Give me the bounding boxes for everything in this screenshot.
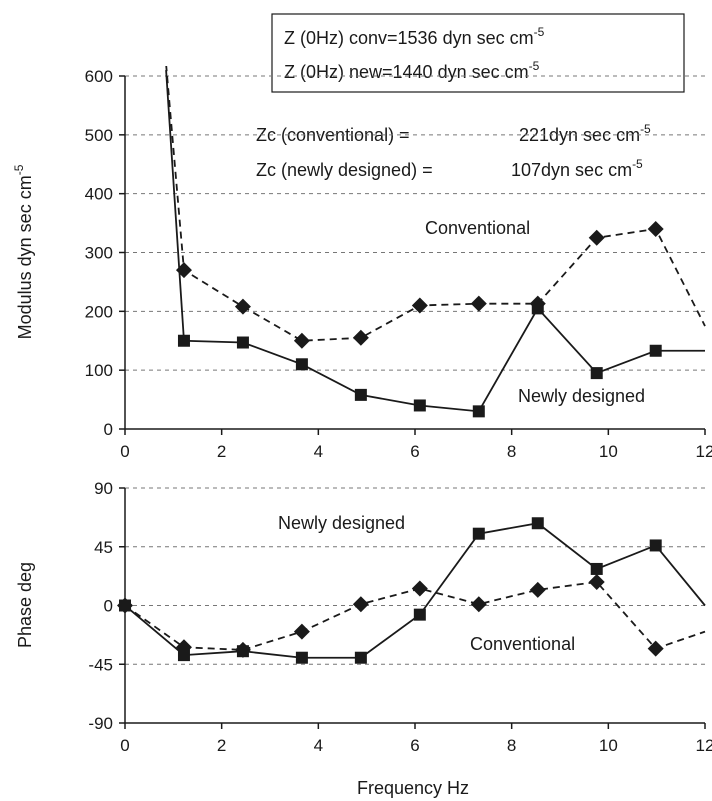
bottom-conventional-label: Conventional (470, 634, 575, 654)
phase-y-tick-label: 90 (94, 479, 113, 498)
modulus-newly-designed-point (413, 399, 426, 412)
modulus-conventional-point (647, 220, 664, 237)
modulus-x-tick-label: 8 (507, 442, 516, 461)
modulus-panel: 0 100 200 300 400 500 600 0 2 4 6 8 10 12 (85, 66, 712, 461)
frequency-x-axis-title: Frequency Hz (357, 778, 469, 798)
modulus-conventional-point (352, 329, 369, 346)
bottom-newly-label: Newly designed (278, 513, 405, 533)
phase-x-tick-label: 6 (410, 736, 419, 755)
phase-x-tick-label: 4 (314, 736, 323, 755)
modulus-x-tick-label: 10 (599, 442, 618, 461)
modulus-newly-designed-point (472, 405, 485, 418)
phase-newly-designed-point (590, 562, 603, 575)
modulus-newly-designed-point (531, 302, 544, 315)
phase-newly-designed-point (354, 651, 367, 664)
modulus-series-group (165, 66, 706, 418)
top-newly-label: Newly designed (518, 386, 645, 406)
zero-hz-legend-box (271, 13, 685, 93)
phase-newly-designed-point (472, 527, 485, 540)
modulus-x-tick-label: 2 (217, 442, 226, 461)
modulus-y-tick-label: 100 (85, 361, 113, 380)
zc-conventional-value: 221dyn sec cm-5 (519, 122, 651, 145)
phase-conventional-point (411, 580, 428, 597)
zc-newly-label: Zc (newly designed) = (256, 160, 433, 180)
modulus-y-tick-label: 0 (104, 420, 113, 439)
phase-y-tick-label: -90 (88, 714, 113, 733)
phase-conventional-point (175, 639, 192, 656)
phase-newly-designed-point (531, 517, 544, 530)
modulus-conventional-line (165, 66, 706, 342)
modulus-newly-designed-line (165, 70, 705, 413)
modulus-x-tick-label: 6 (410, 442, 419, 461)
modulus-newly-designed-point (236, 336, 249, 349)
phase-conventional-point (234, 641, 251, 658)
modulus-newly-designed-point (354, 388, 367, 401)
modulus-x-tick-label: 0 (120, 442, 129, 461)
phase-newly-designed-point (295, 651, 308, 664)
phase-panel: -90 -45 0 45 90 0 2 4 6 8 10 12 (88, 479, 712, 755)
phase-y-tick-label: 0 (104, 597, 113, 616)
phase-conventional-line (124, 581, 706, 651)
modulus-y-tick-label: 400 (85, 185, 113, 204)
zero-hz-legend: Z (0Hz) conv=1536 dyn sec cm-5 Z (0Hz) n… (271, 13, 685, 93)
phase-y-axis-title: Phase deg (15, 562, 35, 648)
phase-x-tick-label: 0 (120, 736, 129, 755)
phase-conventional-point (293, 623, 310, 640)
phase-conventional-point (647, 640, 664, 657)
modulus-conventional-point (293, 332, 310, 349)
phase-series-group (117, 517, 706, 664)
phase-y-tick-label: 45 (94, 538, 113, 557)
phase-y-tick-label: -45 (88, 655, 113, 674)
modulus-y-tick-label: 300 (85, 244, 113, 263)
modulus-conventional-point (411, 297, 428, 314)
phase-conventional-point (352, 596, 369, 613)
modulus-newly-designed-point (177, 334, 190, 347)
modulus-y-tick-label: 200 (85, 302, 113, 321)
modulus-newly-designed-point (649, 344, 662, 357)
top-conventional-label: Conventional (425, 218, 530, 238)
phase-x-tick-label: 10 (599, 736, 618, 755)
modulus-conventional-point (234, 298, 251, 315)
modulus-conventional-point (470, 295, 487, 312)
modulus-x-tick-label: 12 (696, 442, 712, 461)
modulus-conventional-point (588, 229, 605, 246)
phase-newly-designed-point (413, 608, 426, 621)
modulus-y-axis-title: Modulus dyn sec cm-5 (12, 164, 35, 339)
phase-x-tick-label: 12 (696, 736, 712, 755)
modulus-newly-designed-point (295, 358, 308, 371)
phase-conventional-point (470, 596, 487, 613)
phase-conventional-point (117, 597, 133, 614)
phase-newly-designed-point (649, 539, 662, 552)
phase-conventional-point (529, 581, 546, 598)
zc-conventional-label: Zc (conventional) = (256, 125, 410, 145)
phase-conventional-point (588, 574, 605, 590)
zero-hz-new-text: Z (0Hz) new=1440 dyn sec cm-5 (284, 59, 540, 82)
zc-newly-value: 107dyn sec cm-5 (511, 157, 643, 180)
modulus-y-tick-label: 500 (85, 126, 113, 145)
phase-x-tick-label: 8 (507, 736, 516, 755)
modulus-x-tick-label: 4 (314, 442, 323, 461)
modulus-y-tick-label: 600 (85, 67, 113, 86)
modulus-newly-designed-point (590, 367, 603, 380)
phase-x-tick-label: 2 (217, 736, 226, 755)
zero-hz-conv-text: Z (0Hz) conv=1536 dyn sec cm-5 (284, 25, 545, 48)
